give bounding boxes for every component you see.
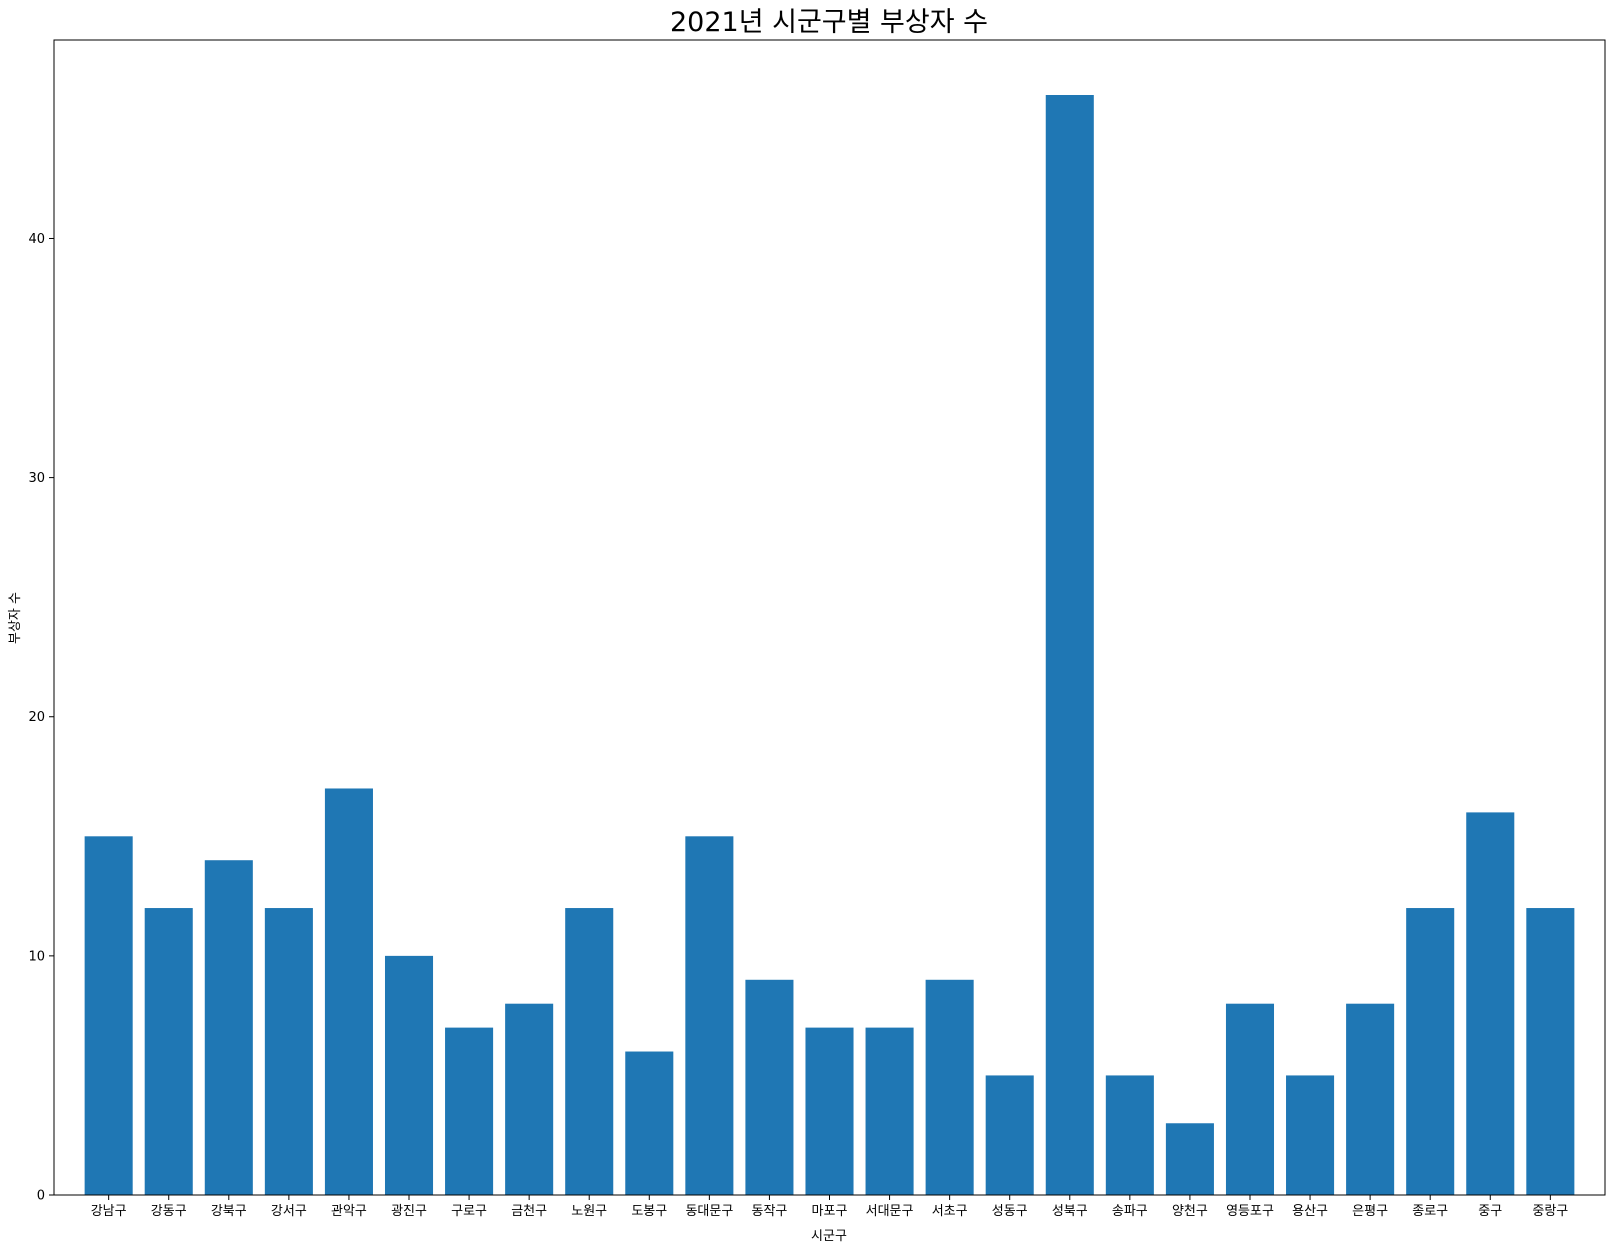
x-axis-label: 시군구 [811, 1229, 847, 1244]
bar-1 [84, 836, 133, 1195]
x-tick-label: 금천구 [511, 1204, 547, 1219]
x-tick-label: 영등포구 [1226, 1204, 1274, 1219]
x-tick-label: 서초구 [932, 1204, 968, 1219]
bar-2 [144, 908, 193, 1195]
x-tick-label: 은평구 [1352, 1204, 1388, 1219]
bar-22 [1346, 1003, 1395, 1195]
bar-11 [685, 836, 734, 1195]
bar-17 [1045, 95, 1094, 1195]
x-tick-label: 강북구 [211, 1204, 247, 1219]
bar-3 [204, 860, 253, 1195]
y-axis: 0 10 20 30 40 [28, 232, 54, 1204]
y-tick-label: 10 [28, 949, 45, 964]
chart-title: 2021년 시군구별 부상자 수 [670, 7, 988, 38]
bar-9 [565, 908, 614, 1195]
x-tick-label: 강남구 [91, 1204, 127, 1219]
y-tick-label: 40 [28, 232, 45, 247]
x-tick-label: 종로구 [1412, 1204, 1448, 1219]
bar-13 [805, 1027, 854, 1195]
x-tick-label: 성북구 [1052, 1204, 1088, 1219]
x-tick-label: 강서구 [271, 1204, 307, 1219]
x-tick-label: 성동구 [992, 1204, 1028, 1219]
x-tick-label: 중랑구 [1532, 1204, 1568, 1219]
y-tick-label: 20 [28, 710, 45, 725]
bar-23 [1406, 908, 1455, 1195]
bar-5 [324, 788, 373, 1195]
x-tick-label: 관악구 [331, 1204, 367, 1219]
y-axis-label: 부상자 수 [8, 592, 23, 644]
bar-8 [505, 1003, 554, 1195]
bar-7 [445, 1027, 494, 1195]
x-tick-label: 동대문구 [685, 1204, 733, 1219]
bar-16 [985, 1075, 1034, 1195]
bar-20 [1225, 1003, 1275, 1195]
x-tick-label: 구로구 [451, 1204, 487, 1219]
x-tick-label: 양천구 [1172, 1204, 1208, 1219]
x-tick-label: 마포구 [812, 1204, 848, 1219]
x-tick-label: 중구 [1478, 1204, 1502, 1219]
bar-10 [625, 1051, 674, 1195]
y-tick-label: 30 [28, 471, 45, 486]
bar-19 [1165, 1123, 1214, 1195]
x-tick-label: 송파구 [1112, 1204, 1148, 1219]
x-tick-label: 서대문구 [866, 1204, 914, 1219]
bar-25 [1526, 908, 1575, 1195]
bar-24 [1466, 812, 1515, 1195]
bar-21 [1286, 1075, 1335, 1195]
bar-4 [264, 908, 313, 1195]
bar-12 [745, 979, 794, 1195]
y-tick-label: 0 [37, 1189, 45, 1204]
x-tick-label: 광진구 [391, 1204, 427, 1219]
bar-18 [1105, 1075, 1154, 1195]
x-tick-label: 노원구 [571, 1204, 607, 1219]
x-tick-label: 강동구 [151, 1204, 187, 1219]
x-tick-label: 동작구 [751, 1204, 787, 1219]
bar-14 [865, 1027, 914, 1195]
x-tick-label: 용산구 [1292, 1204, 1328, 1219]
bar-6 [384, 955, 434, 1195]
bars-group [84, 95, 1575, 1195]
bar-15 [925, 979, 974, 1195]
x-axis: 강남구 강동구 강북구 강서구 관악구 광진구 구로구 금천구 노원구 도봉구 동대문구 동작구 마포구… [91, 1195, 1568, 1219]
x-tick-label: 도봉구 [631, 1204, 667, 1219]
